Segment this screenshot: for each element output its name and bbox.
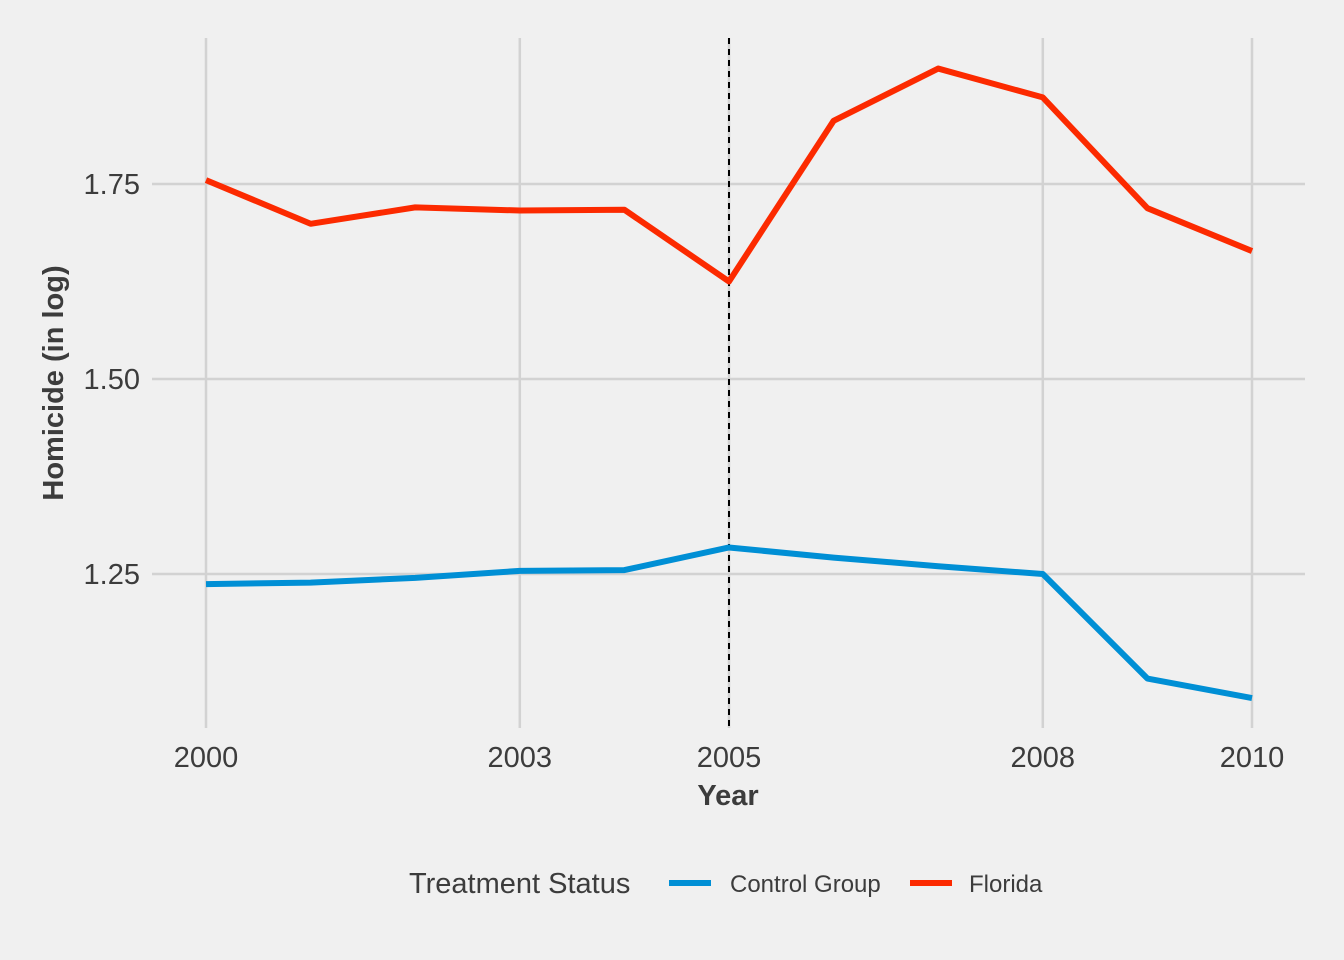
x-axis-ticks: 2000 2003 2005 2008 2010 <box>174 742 1285 774</box>
x-tick-label: 2010 <box>1220 742 1285 774</box>
x-tick-label: 2003 <box>488 742 553 774</box>
legend-label-control-group: Control Group <box>730 871 881 898</box>
series-line-florida <box>204 65 1254 285</box>
x-tick-label: 2000 <box>174 742 239 774</box>
x-tick-label: 2005 <box>697 742 762 774</box>
legend-label-florida: Florida <box>969 871 1043 898</box>
series-lines <box>204 65 1254 701</box>
legend: Treatment Status Control Group Florida <box>409 868 1043 900</box>
y-tick-label: 1.50 <box>84 364 140 396</box>
y-axis-title: Homicide (in log) <box>38 265 70 500</box>
x-tick-label: 2008 <box>1011 742 1076 774</box>
x-axis-title: Year <box>697 780 758 812</box>
series-line-control-group <box>205 544 1253 701</box>
y-axis-ticks: 1.25 1.50 1.75 <box>84 169 140 591</box>
legend-title: Treatment Status <box>409 868 630 900</box>
y-tick-label: 1.75 <box>84 169 140 201</box>
y-tick-label: 1.25 <box>84 559 140 591</box>
